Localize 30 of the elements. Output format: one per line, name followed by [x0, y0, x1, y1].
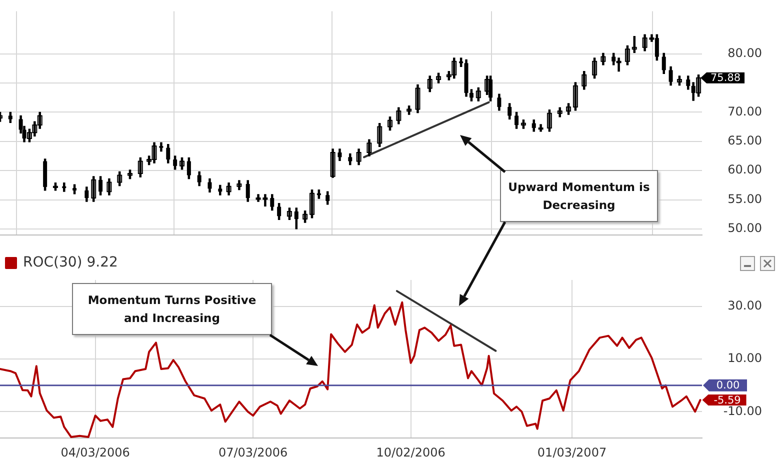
x-tick-label: 04/03/2006 — [60, 445, 130, 460]
annotation: -5.59 — [714, 394, 741, 406]
y-tick-label: 55.00 — [728, 192, 762, 206]
y-tick-label: 65.00 — [728, 134, 762, 148]
callout-box: Momentum Turns Positive and Increasing — [72, 283, 272, 335]
candlestick — [330, 148, 336, 178]
y-tick-label: 50.00 — [728, 221, 762, 236]
y-tick-label: 80.00 — [728, 46, 762, 60]
candlestick — [366, 139, 372, 156]
callout-box: Upward Momentum is Decreasing — [500, 170, 658, 222]
annotation: 75.88 — [710, 72, 741, 84]
annotation: Momentum Turns Positive and Increasing — [86, 292, 258, 327]
candlestick — [427, 76, 432, 92]
candlestick — [226, 182, 232, 196]
x-tick-label: 07/03/2006 — [218, 445, 288, 460]
candlestick — [396, 107, 402, 124]
candlestick — [415, 84, 420, 114]
x-tick-label: 10/02/2006 — [376, 445, 446, 460]
y-tick-label: 10.00 — [728, 351, 762, 366]
candlestick — [106, 178, 112, 196]
x-tick-label: 01/03/2007 — [537, 445, 607, 460]
y-tick-label: 70.00 — [728, 104, 762, 118]
annotation: Upward Momentum is Decreasing — [507, 179, 651, 214]
candlestick — [582, 71, 587, 90]
y-tick-label: 30.00 — [728, 298, 762, 312]
y-tick-label: 60.00 — [728, 162, 762, 177]
legend-label: ROC(30) 9.22 — [23, 254, 118, 271]
candlestick — [356, 148, 362, 166]
y-tick-label: -10.00 — [723, 404, 762, 418]
ref-line-label: 0.00 — [716, 380, 740, 392]
